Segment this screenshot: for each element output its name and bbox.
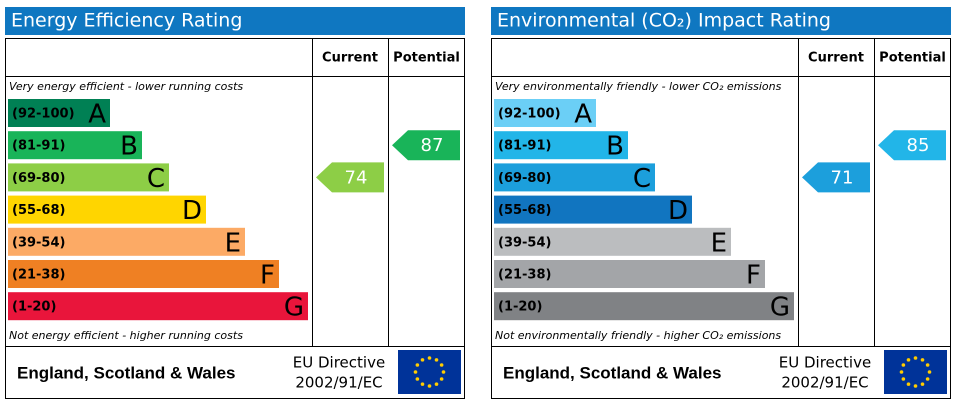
eu-star — [901, 363, 906, 367]
band-letter: B — [120, 132, 138, 162]
eu-star — [413, 370, 418, 374]
band — [494, 131, 628, 160]
band-range: (39-54) — [498, 235, 551, 250]
eu-star — [415, 363, 420, 367]
eu-star — [420, 358, 425, 362]
chart-title: Energy Efficiency Rating — [11, 10, 242, 32]
eu-star — [927, 370, 932, 374]
eu-star — [420, 382, 425, 386]
band-range: (55-68) — [12, 203, 65, 218]
eu-star — [920, 358, 925, 362]
band-letter: G — [770, 293, 790, 323]
band-letter: C — [633, 164, 651, 194]
band-range: (21-38) — [12, 268, 65, 283]
band-letter: D — [182, 196, 202, 226]
band-letter: F — [260, 261, 275, 291]
band — [8, 99, 110, 127]
column-header: Current — [322, 51, 378, 66]
band-range: (21-38) — [498, 268, 551, 283]
band-letter: F — [746, 261, 761, 291]
band-range: (69-80) — [12, 171, 65, 186]
band-range: (81-91) — [12, 139, 65, 154]
band-letter: C — [147, 164, 165, 194]
eu-star — [906, 382, 911, 386]
eu-star — [906, 358, 911, 362]
band — [8, 227, 245, 256]
eu-star — [415, 377, 420, 381]
band-letter: E — [225, 228, 241, 258]
band-range: (1-20) — [498, 300, 542, 315]
eu-star — [913, 384, 918, 388]
band — [8, 163, 169, 192]
band-letter: D — [668, 196, 688, 226]
band — [8, 260, 279, 288]
footer-region: England, Scotland & Wales — [503, 363, 722, 382]
eu-star — [920, 382, 925, 386]
footer-region: England, Scotland & Wales — [17, 363, 236, 382]
directive: 2002/91/EC — [295, 374, 382, 392]
bottom-note: Not environmentally friendly - higher CO… — [495, 329, 781, 342]
band — [494, 260, 765, 288]
frame — [5, 38, 465, 399]
band-letter: A — [88, 100, 106, 130]
title-bar — [491, 7, 951, 35]
column-header: Current — [808, 51, 864, 66]
band-letter: G — [284, 293, 304, 323]
rating-arrow — [392, 130, 460, 161]
band — [8, 195, 206, 224]
band-range: (92-100) — [498, 107, 561, 122]
eu-star — [434, 358, 439, 362]
eu-star — [434, 382, 439, 386]
directive: 2002/91/EC — [781, 374, 868, 392]
rating-arrow — [878, 130, 946, 161]
eu-star — [427, 384, 432, 388]
band — [494, 163, 655, 192]
band-letter: A — [574, 100, 592, 130]
band-range: (55-68) — [498, 203, 551, 218]
eu-star — [925, 377, 930, 381]
eu-star — [913, 356, 918, 360]
eu-star — [439, 363, 444, 367]
rating-arrow — [316, 162, 384, 193]
directive: EU Directive — [779, 354, 871, 372]
frame — [491, 38, 951, 399]
band-range: (39-54) — [12, 235, 65, 250]
rating-value: 71 — [831, 167, 854, 188]
directive: EU Directive — [293, 354, 385, 372]
rating-arrow — [802, 162, 870, 193]
rating-value: 74 — [345, 167, 368, 188]
band-range: (1-20) — [12, 300, 56, 315]
eu-star — [439, 377, 444, 381]
eu-star — [441, 370, 446, 374]
rating-value: 85 — [907, 135, 930, 156]
top-note: Very energy efficient - lower running co… — [9, 80, 243, 93]
eu-star — [925, 363, 930, 367]
band — [494, 292, 794, 321]
band — [8, 131, 142, 160]
band-range: (92-100) — [12, 107, 75, 122]
band-letter: E — [711, 228, 727, 258]
band — [8, 292, 308, 321]
title-bar — [5, 7, 465, 35]
rating-value: 87 — [421, 135, 444, 156]
column-header: Potential — [393, 51, 460, 66]
column-header: Potential — [879, 51, 946, 66]
band — [494, 99, 596, 127]
band-range: (69-80) — [498, 171, 551, 186]
chart-title: Environmental (CO₂) Impact Rating — [497, 10, 831, 32]
band-range: (81-91) — [498, 139, 551, 154]
band-letter: B — [606, 132, 624, 162]
bottom-note: Not energy efficient - higher running co… — [9, 329, 243, 342]
eu-star — [427, 356, 432, 360]
eu-star — [901, 377, 906, 381]
top-note: Very environmentally friendly - lower CO… — [495, 80, 782, 93]
eu-star — [899, 370, 904, 374]
band — [494, 227, 731, 256]
band — [494, 195, 692, 224]
